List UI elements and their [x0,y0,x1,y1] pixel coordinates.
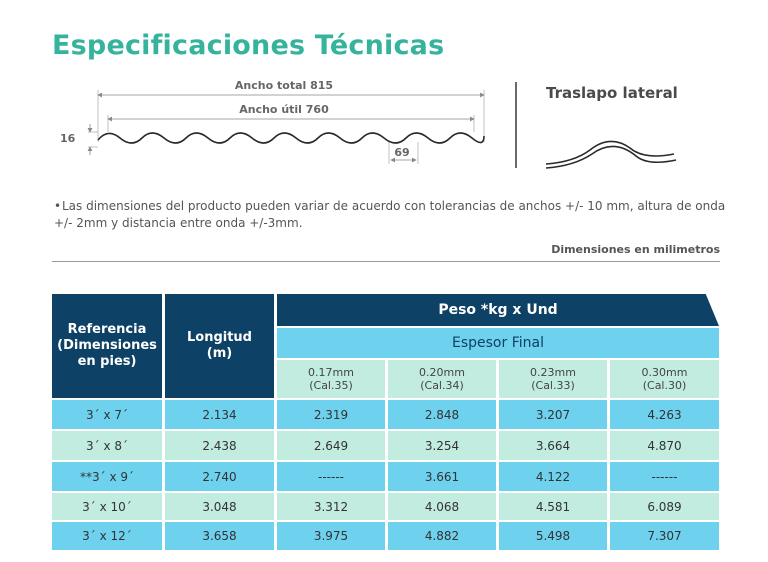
thickness-col-4-mm: 0.30mm [642,366,688,379]
header-length: Longitud (m) [165,294,274,398]
table-row-2-w4: 4.870 [610,431,719,460]
table-row-5-w3: 5.498 [499,522,607,550]
units-label: Dimensiones en milimetros [551,243,720,256]
thickness-col-1-mm: 0.17mm [308,366,354,379]
table-row-2-length: 2.438 [165,431,274,460]
horizontal-rule [52,261,720,262]
table-row-1-w4: 4.263 [610,400,719,429]
header-reference: Referencia (Dimensiones en pies) [52,294,162,398]
thickness-col-4: 0.30mm (Cal.30) [610,360,719,398]
table-row-4-w1: 3.312 [277,493,385,520]
wave-height-label: 16 [60,132,76,145]
thickness-col-2-mm: 0.20mm [419,366,465,379]
table-row-3-w3: 4.122 [499,462,607,491]
lap-title: Traslapo lateral [546,84,678,102]
table-row-5-w1: 3.975 [277,522,385,550]
sheet-profile-diagram: Ancho total 815 Ancho útil 760 16 69 [52,72,492,172]
table-row-5-w2: 4.882 [388,522,496,550]
table-row-1-w1: 2.319 [277,400,385,429]
table-row-4-w2: 4.068 [388,493,496,520]
table-row-4-ref: 3´ x 10´ [52,493,162,520]
table-row-5-length: 3.658 [165,522,274,550]
thickness-col-3-cal: (Cal.33) [531,379,575,392]
thickness-col-2: 0.20mm (Cal.34) [388,360,496,398]
total-width-label: Ancho total 815 [235,79,333,92]
table-row-2-w3: 3.664 [499,431,607,460]
useful-width-label: Ancho útil 760 [239,103,329,116]
table-row-1-length: 2.134 [165,400,274,429]
table-row-2-ref: 3´ x 8´ [52,431,162,460]
table-row-5-ref: 3´ x 12´ [52,522,162,550]
thickness-col-2-cal: (Cal.34) [420,379,464,392]
header-thickness-label: Espesor Final [452,335,544,351]
table-row-4-w3: 4.581 [499,493,607,520]
table-row-3-length: 2.740 [165,462,274,491]
header-thickness: Espesor Final [277,328,719,358]
header-weight-label: Peso *kg x Und [438,302,557,318]
tolerance-note-text: Las dimensiones del producto pueden vari… [54,199,725,230]
table-row-3-w4: ------ [610,462,719,491]
bullet-icon: • [54,198,62,215]
thickness-col-1-cal: (Cal.35) [309,379,353,392]
table-row-4-w4: 6.089 [610,493,719,520]
header-reference-label: Referencia (Dimensiones en pies) [57,322,157,370]
tolerance-note: •Las dimensiones del producto pueden var… [54,198,734,232]
table-row-4-length: 3.048 [165,493,274,520]
table-row-3-w2: 3.661 [388,462,496,491]
table-row-1-w2: 2.848 [388,400,496,429]
thickness-col-1: 0.17mm (Cal.35) [277,360,385,398]
table-row-1-w3: 3.207 [499,400,607,429]
table-row-5-w4: 7.307 [610,522,719,550]
thickness-col-3: 0.23mm (Cal.33) [499,360,607,398]
thickness-col-4-cal: (Cal.30) [643,379,687,392]
page-title: Especificaciones Técnicas [52,30,444,61]
header-weight: Peso *kg x Und [277,294,719,326]
table-row-3-ref: **3´ x 9´ [52,462,162,491]
table-row-3-w1: ------ [277,462,385,491]
wave-profile [98,133,484,143]
side-lap-diagram [544,130,684,172]
section-divider [515,82,517,168]
thickness-col-3-mm: 0.23mm [530,366,576,379]
table-row-2-w1: 2.649 [277,431,385,460]
header-length-label: Longitud (m) [179,330,260,362]
wave-pitch-label: 69 [394,146,409,159]
table-row-1-ref: 3´ x 7´ [52,400,162,429]
table-row-2-w2: 3.254 [388,431,496,460]
